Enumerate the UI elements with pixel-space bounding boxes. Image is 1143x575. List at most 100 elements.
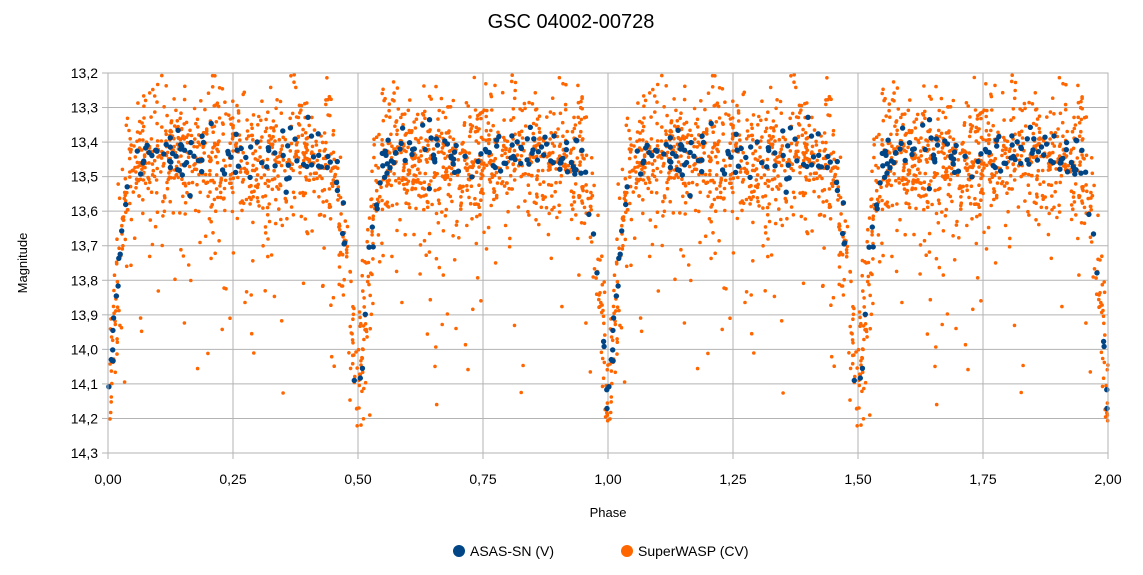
superwasp-point bbox=[407, 205, 412, 210]
superwasp-point bbox=[213, 251, 217, 256]
superwasp-point bbox=[1003, 223, 1008, 228]
asas-sn-point bbox=[1082, 169, 1089, 175]
superwasp-point bbox=[563, 164, 568, 169]
superwasp-point bbox=[741, 150, 745, 155]
superwasp-point bbox=[738, 138, 742, 142]
superwasp-point bbox=[361, 289, 365, 293]
superwasp-point bbox=[731, 176, 736, 181]
superwasp-point bbox=[507, 149, 512, 153]
superwasp-point bbox=[534, 107, 539, 111]
superwasp-point bbox=[251, 151, 255, 156]
superwasp-point bbox=[1002, 118, 1006, 122]
superwasp-point bbox=[216, 104, 221, 109]
superwasp-point bbox=[640, 121, 644, 125]
superwasp-point bbox=[1080, 153, 1084, 157]
superwasp-point bbox=[492, 189, 497, 194]
superwasp-point bbox=[535, 117, 540, 121]
superwasp-point bbox=[1050, 96, 1055, 100]
superwasp-point bbox=[692, 163, 696, 167]
superwasp-point bbox=[172, 124, 177, 128]
superwasp-point bbox=[686, 133, 690, 137]
superwasp-point bbox=[655, 139, 660, 143]
superwasp-point bbox=[436, 198, 441, 202]
superwasp-point bbox=[138, 316, 143, 320]
superwasp-point bbox=[1039, 205, 1044, 210]
superwasp-point bbox=[312, 189, 316, 194]
superwasp-point bbox=[209, 205, 213, 209]
superwasp-point bbox=[281, 158, 286, 162]
superwasp-point bbox=[776, 187, 781, 191]
superwasp-point bbox=[967, 151, 972, 155]
superwasp-point bbox=[306, 135, 310, 140]
superwasp-point bbox=[1041, 197, 1045, 201]
superwasp-point bbox=[376, 166, 381, 170]
superwasp-point bbox=[402, 165, 406, 170]
superwasp-point bbox=[310, 229, 314, 233]
superwasp-point bbox=[372, 143, 377, 147]
superwasp-point bbox=[404, 201, 408, 205]
asas-sn-point bbox=[1018, 145, 1025, 152]
superwasp-point bbox=[599, 350, 604, 355]
asas-sn-point bbox=[986, 149, 992, 156]
superwasp-point bbox=[321, 156, 326, 161]
asas-sn-point bbox=[780, 152, 786, 159]
superwasp-point bbox=[892, 91, 896, 95]
superwasp-point bbox=[174, 172, 179, 177]
superwasp-point bbox=[259, 118, 263, 123]
superwasp-point bbox=[552, 112, 556, 116]
superwasp-point bbox=[1011, 162, 1015, 166]
superwasp-point bbox=[948, 105, 953, 109]
superwasp-point bbox=[918, 272, 922, 276]
superwasp-point bbox=[874, 135, 879, 139]
asas-sn-point bbox=[669, 150, 676, 157]
asas-sn-point bbox=[538, 144, 545, 150]
superwasp-point bbox=[855, 424, 859, 428]
superwasp-point bbox=[149, 115, 153, 119]
asas-sn-point bbox=[944, 141, 951, 147]
superwasp-point bbox=[638, 316, 643, 320]
superwasp-point bbox=[592, 183, 596, 188]
superwasp-point bbox=[877, 132, 881, 137]
superwasp-point bbox=[558, 142, 563, 147]
superwasp-point bbox=[682, 122, 686, 126]
superwasp-point bbox=[981, 137, 985, 142]
superwasp-point bbox=[824, 102, 828, 107]
superwasp-point bbox=[1041, 180, 1046, 184]
superwasp-point bbox=[792, 155, 797, 159]
superwasp-point bbox=[563, 102, 568, 107]
superwasp-point bbox=[151, 87, 155, 92]
superwasp-point bbox=[566, 163, 571, 168]
superwasp-point bbox=[751, 259, 755, 263]
superwasp-point bbox=[218, 181, 223, 185]
asas-sn-point bbox=[1071, 167, 1078, 174]
superwasp-point bbox=[1017, 133, 1022, 137]
superwasp-point bbox=[1002, 144, 1006, 149]
superwasp-point bbox=[260, 99, 264, 103]
asas-sn-point bbox=[526, 161, 532, 167]
superwasp-point bbox=[1007, 149, 1012, 153]
superwasp-point bbox=[822, 131, 827, 135]
superwasp-point bbox=[847, 351, 851, 355]
superwasp-point bbox=[414, 206, 418, 211]
superwasp-point bbox=[845, 244, 850, 249]
superwasp-point bbox=[328, 97, 333, 101]
asas-sn-point bbox=[208, 120, 214, 127]
superwasp-point bbox=[493, 156, 498, 161]
superwasp-point bbox=[689, 278, 693, 283]
superwasp-point bbox=[730, 132, 735, 136]
superwasp-point bbox=[710, 150, 714, 155]
legend-item-asas-sn: ASAS-SN (V) bbox=[453, 543, 554, 559]
superwasp-point bbox=[1016, 205, 1021, 209]
superwasp-point bbox=[549, 256, 554, 261]
superwasp-point bbox=[977, 183, 981, 187]
superwasp-point bbox=[812, 177, 816, 181]
superwasp-point bbox=[220, 87, 225, 91]
superwasp-point bbox=[600, 282, 605, 287]
superwasp-point bbox=[262, 173, 267, 177]
asas-sn-point bbox=[406, 140, 413, 146]
asas-sn-point bbox=[494, 143, 500, 149]
superwasp-point bbox=[871, 217, 875, 221]
superwasp-point bbox=[114, 309, 118, 313]
superwasp-point bbox=[774, 124, 778, 128]
superwasp-point bbox=[240, 208, 244, 213]
